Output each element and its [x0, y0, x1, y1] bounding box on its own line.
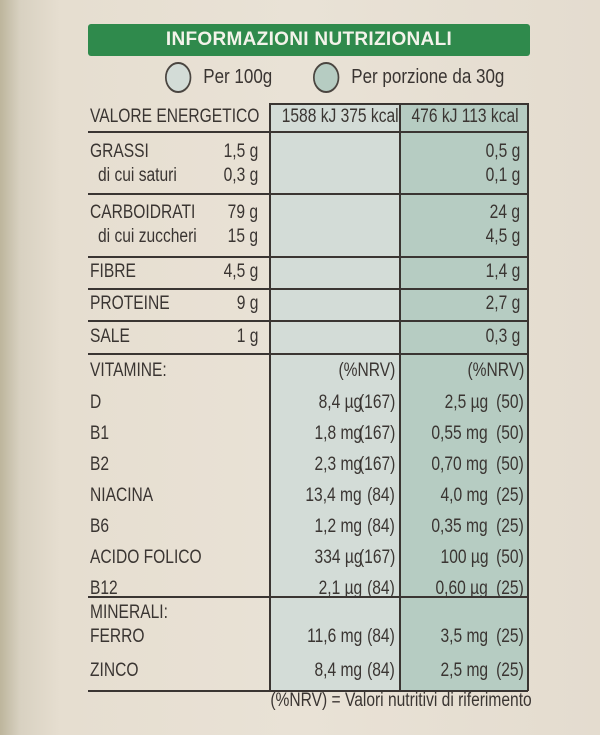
vitamins-nrv-per100: (84) [367, 516, 395, 537]
minerals-nrv-portion: (25) [496, 660, 524, 681]
vitamins-portion: 0,60 µg [435, 578, 488, 599]
minerals-label: MINERALI: [90, 602, 168, 623]
minerals-nrv-per100: (84) [367, 660, 395, 681]
nutrient-portion: 0,1 g [485, 165, 520, 186]
vitamins-nrv-per100: (167) [358, 547, 395, 568]
vitamins-per100: 2,3 mg [314, 454, 362, 475]
nutrient-per100: 79 g [227, 202, 258, 223]
legend-per100: Per 100g [165, 61, 273, 93]
footnote: (%NRV) = Valori nutritivi di riferimento [270, 690, 532, 711]
vitamins-label: NIACINA [90, 485, 154, 506]
vitamins-per100: 1,8 mg [314, 423, 362, 444]
divider [88, 288, 528, 290]
vitamins-portion: 2,5 µg [444, 392, 488, 413]
nutrient-label: PROTEINE [90, 293, 170, 314]
vitamins-nrv-per100: (167) [358, 454, 395, 475]
vitamins-per100: 334 µg [314, 547, 362, 568]
nutrient-portion: 1,4 g [485, 261, 520, 282]
nrv-header-per100: (%NRV) [338, 360, 395, 381]
vitamins-nrv-per100: (84) [367, 485, 395, 506]
divider [399, 103, 401, 691]
nutrient-label: SALE [90, 326, 130, 347]
nutrient-portion: 0,3 g [485, 326, 520, 347]
minerals-nrv-portion: (25) [496, 626, 524, 647]
minerals-per100: 8,4 mg [314, 660, 362, 681]
vitamins-label: B2 [90, 454, 110, 475]
divider [88, 256, 528, 258]
divider [527, 103, 529, 691]
vitamins-per100: 1,2 mg [314, 516, 362, 537]
nutrient-per100: 1 g [236, 326, 258, 347]
vitamins-nrv-portion: (25) [496, 516, 524, 537]
title-banner: INFORMAZIONI NUTRIZIONALI [88, 24, 530, 56]
column-portion-bg [400, 103, 528, 691]
vitamins-portion: 0,70 mg [431, 454, 488, 475]
nutrient-label: GRASSI [90, 141, 149, 162]
legend-per100-label: Per 100g [203, 65, 273, 88]
vitamins-portion: 100 µg [440, 547, 488, 568]
nutrient-label: di cui saturi [98, 165, 177, 186]
divider [88, 353, 528, 355]
legend-portion-label: Per porzione da 30g [351, 65, 505, 88]
divider [88, 320, 528, 322]
nutrient-per100: 1,5 g [223, 141, 258, 162]
minerals-portion: 2,5 mg [440, 660, 488, 681]
nutrient-per100: 15 g [227, 226, 258, 247]
vitamins-nrv-portion: (25) [496, 485, 524, 506]
circle-icon [165, 61, 192, 93]
nrv-header-portion: (%NRV) [467, 360, 524, 381]
vitamins-portion: 4,0 mg [440, 485, 488, 506]
minerals-label: ZINCO [90, 660, 139, 681]
column-per100-bg [270, 103, 400, 691]
vitamins-nrv-per100: (167) [358, 392, 395, 413]
divider [88, 690, 528, 692]
nutrient-portion: 2,7 g [485, 293, 520, 314]
energy-portion: 476 kJ 113 kcal [411, 106, 519, 127]
vitamins-label: ACIDO FOLICO [90, 547, 202, 568]
vitamins-label: VITAMINE: [90, 360, 167, 381]
vitamins-nrv-per100: (167) [358, 423, 395, 444]
vitamins-per100: 13,4 mg [305, 485, 362, 506]
vitamins-label: D [90, 392, 102, 413]
nutrient-label: di cui zuccheri [98, 226, 197, 247]
minerals-nrv-per100: (84) [367, 626, 395, 647]
vitamins-per100: 2,1 µg [318, 578, 362, 599]
vitamins-per100: 8,4 µg [318, 392, 362, 413]
legend-portion: Per porzione da 30g [313, 61, 505, 93]
energy-label: VALORE ENERGETICO [90, 106, 260, 127]
nutrient-portion: 0,5 g [485, 141, 520, 162]
vitamins-label: B6 [90, 516, 110, 537]
divider [270, 103, 528, 105]
vitamins-label: B12 [90, 578, 118, 599]
nutrient-label: FIBRE [90, 261, 136, 282]
vitamins-nrv-portion: (50) [496, 454, 524, 475]
divider [269, 103, 271, 691]
vitamins-nrv-portion: (25) [496, 578, 524, 599]
vitamins-label: B1 [90, 423, 110, 444]
minerals-label: FERRO [90, 626, 145, 647]
energy-per100: 1588 kJ 375 kcal [281, 106, 399, 127]
minerals-portion: 3,5 mg [440, 626, 488, 647]
minerals-per100: 11,6 mg [306, 626, 362, 647]
vitamins-nrv-portion: (50) [496, 392, 524, 413]
nutrient-portion: 24 g [489, 202, 520, 223]
nutrient-per100: 0,3 g [223, 165, 258, 186]
vitamins-portion: 0,35 mg [431, 516, 488, 537]
divider [88, 193, 528, 195]
vitamins-portion: 0,55 mg [431, 423, 488, 444]
nutrient-per100: 4,5 g [223, 261, 258, 282]
divider [88, 596, 528, 598]
vitamins-nrv-portion: (50) [496, 547, 524, 568]
vitamins-nrv-per100: (84) [367, 578, 395, 599]
nutrient-label: CARBOIDRATI [90, 202, 196, 223]
nutrient-portion: 4,5 g [485, 226, 520, 247]
circle-icon [313, 61, 340, 93]
nutrient-per100: 9 g [236, 293, 258, 314]
vitamins-nrv-portion: (50) [496, 423, 524, 444]
divider [88, 131, 528, 133]
